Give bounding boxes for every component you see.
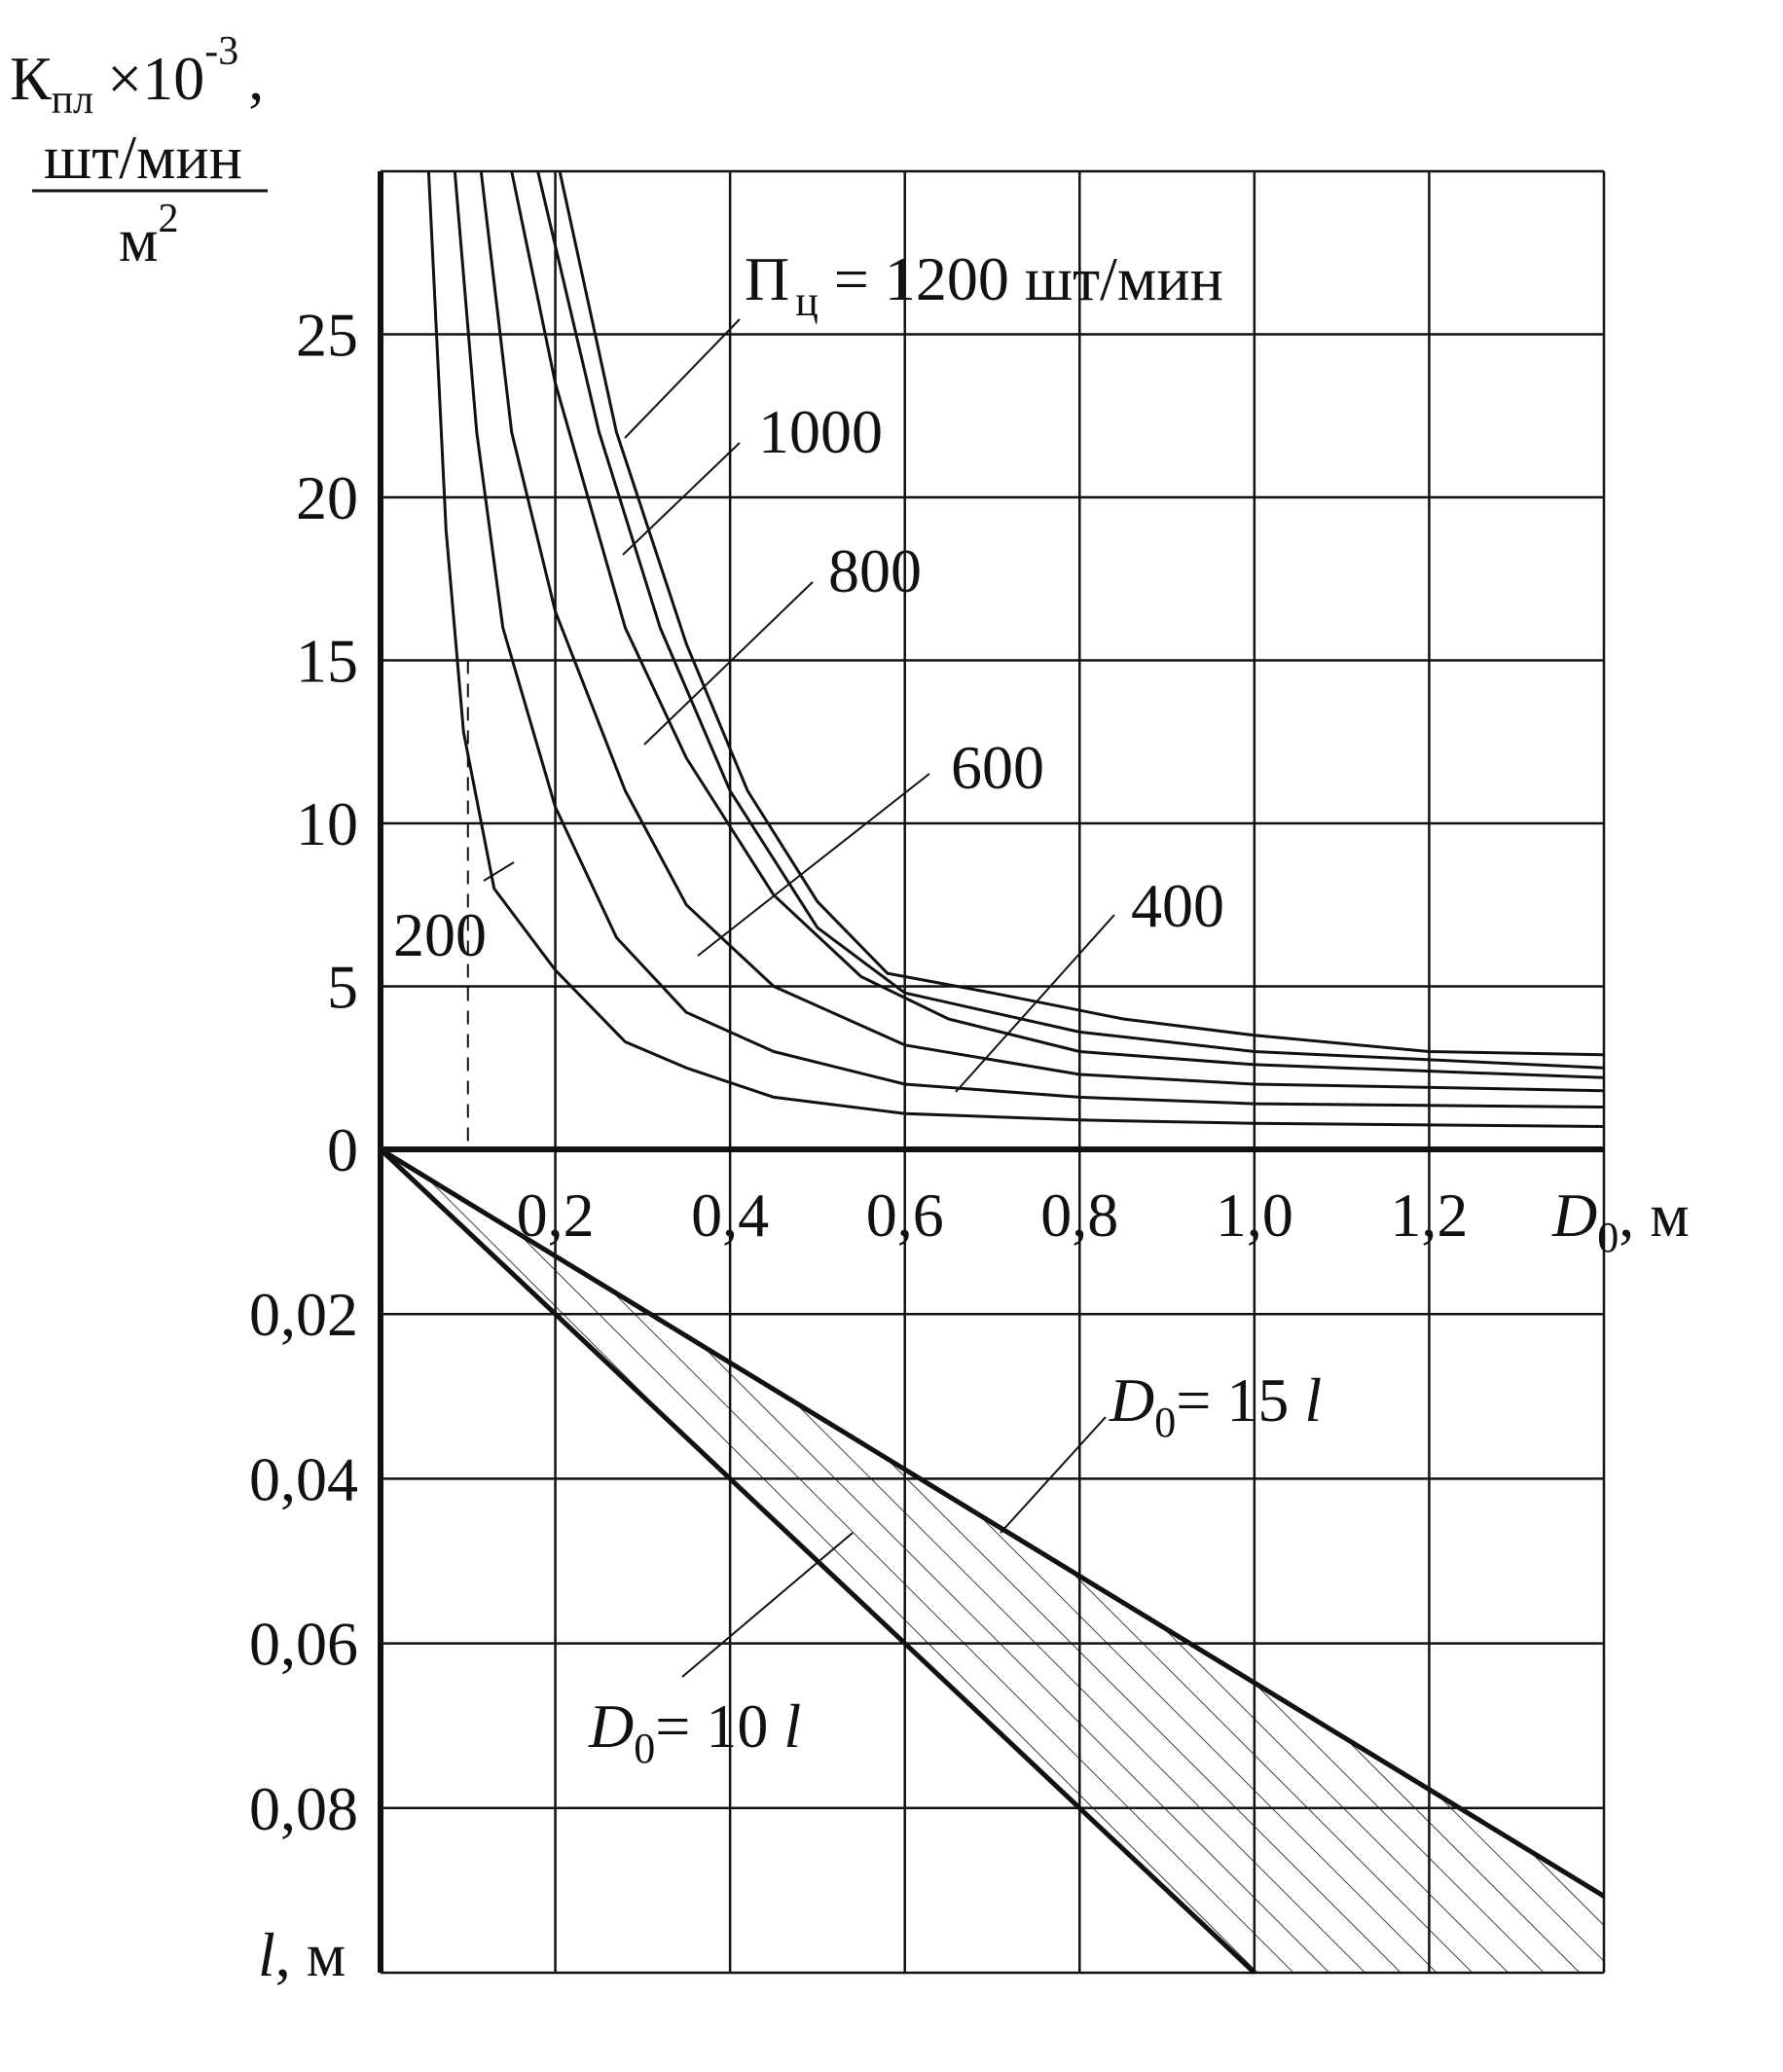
line-label-15l: D0= 15 l (1109, 1365, 1322, 1446)
line-label-15l-d: D (1109, 1365, 1154, 1435)
line-label-10l-var: l (783, 1691, 801, 1761)
series-label-200: 200 (393, 900, 487, 969)
bottom-y-axis-title-unit: , м (275, 1920, 346, 1989)
bottom-y-axis-title-l: l (258, 1920, 275, 1989)
x-tick-label: 0,2 (517, 1181, 595, 1250)
unit-numerator: шт/мин (44, 123, 242, 192)
leader-line (624, 318, 741, 439)
y-tick-label-top: 20 (296, 463, 358, 532)
x-axis-title-unit: , м (1619, 1181, 1690, 1250)
unit-denominator-exp: 2 (159, 197, 179, 241)
leader-line (955, 914, 1115, 1093)
x-tick-label: 1,2 (1390, 1181, 1468, 1250)
y-tick-label-bottom: 0,08 (249, 1774, 358, 1843)
line-label-10l-sub: 0 (634, 1725, 655, 1772)
leader-line (681, 1532, 854, 1678)
y-axis-title: Кпл ×10-3, (10, 29, 264, 123)
series-label-1000: 1000 (758, 397, 883, 466)
curve-800 (510, 170, 1605, 1079)
x-tick-label: 0,6 (866, 1181, 944, 1250)
y-axis-title-comma: , (248, 44, 264, 113)
line-label-10l-rest: = 10 (655, 1691, 783, 1761)
shaded-region (381, 1149, 1604, 1973)
curve-400 (453, 170, 1605, 1109)
curve-200 (426, 170, 1605, 1128)
y-tick-label-top: 10 (296, 789, 358, 858)
line-label-15l-sub: 0 (1154, 1399, 1176, 1446)
series-label-1200-sub: ц (795, 277, 819, 325)
y-axis-title-k: К (10, 44, 52, 113)
y-axis-title-mult: ×10 (107, 44, 204, 113)
y-tick-label-top: 15 (296, 627, 358, 696)
y-tick-label-bottom: 0,06 (249, 1610, 358, 1679)
y-axis-title-sub: пл (52, 78, 93, 123)
y-tick-label-bottom: 0,02 (249, 1280, 358, 1349)
curve-600 (479, 170, 1605, 1093)
lower-lines-group (379, 1146, 1606, 1975)
leader-lines (483, 318, 1115, 1678)
y-axis-title-exp: -3 (204, 29, 238, 74)
leader-line (622, 442, 741, 556)
curve-1200 (558, 170, 1605, 1057)
tick-labels: 0 5 10 15 20 25 0,2 0,4 0,6 0,8 1,0 1,2 0,02 0,04 0,06… (249, 301, 1468, 1843)
series-label-1200-rest: = 1200 шт/мин (819, 244, 1223, 313)
y-tick-label-top: 5 (327, 953, 358, 1022)
series-label-800: 800 (828, 536, 922, 605)
leader-line (483, 861, 515, 882)
leader-line (643, 581, 814, 745)
series-label-1200-p: П (745, 244, 789, 313)
curves-group (426, 170, 1605, 1128)
x-tick-label: 0,8 (1040, 1181, 1118, 1250)
x-tick-label: 0,4 (691, 1181, 769, 1250)
x-axis-title-sub: 0 (1597, 1214, 1619, 1261)
y-tick-label-top: 0 (327, 1115, 358, 1184)
unit-denominator-m: м (119, 205, 159, 274)
y-tick-label-top: 25 (296, 301, 358, 370)
grid-top (381, 169, 1606, 1149)
series-label-600: 600 (951, 733, 1044, 802)
leader-line (1000, 1416, 1107, 1534)
x-tick-label: 1,0 (1216, 1181, 1293, 1250)
line-label-10l-d: D (588, 1691, 634, 1761)
series-label-400: 400 (1131, 871, 1224, 940)
line-d0-15l (379, 1146, 1606, 1899)
x-axis-title-d: D (1551, 1181, 1597, 1250)
line-d0-10l (379, 1147, 1256, 1975)
line-label-15l-var: l (1304, 1365, 1322, 1435)
line-label-10l: D0= 10 l (588, 1691, 801, 1772)
curve-1000 (536, 170, 1605, 1070)
line-label-15l-rest: = 15 (1176, 1365, 1304, 1435)
leader-line (697, 773, 930, 957)
unit-denominator: м2 (119, 197, 179, 274)
y-tick-label-bottom: 0,04 (249, 1444, 358, 1513)
x-axis-title: D0, м (1551, 1181, 1690, 1261)
bottom-y-axis-title: l, м (258, 1920, 346, 1989)
